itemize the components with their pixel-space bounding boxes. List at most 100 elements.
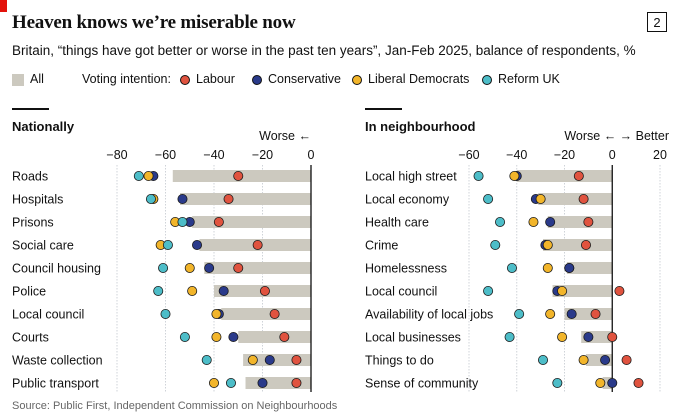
neighbourhood-dot-reform-uk — [506, 262, 517, 273]
national-dot-reform-uk — [160, 308, 171, 319]
national-dot-labour — [233, 262, 244, 273]
national-dot-reform-uk — [225, 377, 236, 388]
national-dot-conservative — [264, 354, 275, 365]
legend-item-conservative: Conservative — [252, 71, 341, 87]
national-dot-liberal-democrats — [184, 262, 195, 273]
national-dot-reform-uk — [162, 239, 173, 250]
neighbourhood-dot-reform-uk — [514, 308, 525, 319]
neighbourhood-dot-reform-uk — [504, 331, 515, 342]
neighbourhood-tick-label: 0 — [609, 148, 616, 162]
national-dot-labour — [213, 216, 224, 227]
neighbourhood-dot-conservative — [564, 262, 575, 273]
neighbourhood-category-label: Availability of local jobs — [365, 308, 493, 322]
national-category-label: Prisons — [12, 216, 54, 230]
national-dot-liberal-democrats — [208, 377, 219, 388]
neighbourhood-dot-labour — [614, 285, 625, 296]
national-dot-reform-uk — [145, 193, 156, 204]
neighbourhood-dot-labour — [580, 239, 591, 250]
neighbourhood-bar-all — [564, 308, 613, 320]
legend-dot-labour — [180, 74, 190, 85]
neighbourhood-dot-reform-uk — [483, 193, 494, 204]
neighbourhood-bar-all — [566, 262, 613, 274]
legend-item-libdem: Liberal Democrats — [352, 71, 469, 87]
national-dot-liberal-democrats — [211, 308, 222, 319]
neighbourhood-category-label: Sense of community — [365, 377, 479, 391]
neighbourhood-dot-liberal-democrats — [509, 170, 520, 181]
national-dot-conservative — [228, 331, 239, 342]
legend-voting-label: Voting intention: — [82, 72, 171, 86]
legend-label-labour: Labour — [196, 72, 235, 86]
national-tick-label: 0 — [308, 148, 315, 162]
national-panel-title: Nationally — [12, 119, 75, 134]
national-dot-liberal-democrats — [143, 170, 154, 181]
neighbourhood-dot-liberal-democrats — [528, 216, 539, 227]
neighbourhood-dot-liberal-democrats — [557, 285, 568, 296]
neighbourhood-category-label: Local council — [365, 285, 437, 299]
national-title-rule — [12, 108, 49, 110]
national-category-label: Courts — [12, 331, 49, 345]
neighbourhood-dot-liberal-democrats — [542, 262, 553, 273]
national-tick-label: −60 — [155, 148, 176, 162]
chart-title: Heaven knows we’re miserable now — [12, 12, 296, 33]
national-dot-reform-uk — [133, 170, 144, 181]
neighbourhood-category-label: Local high street — [365, 170, 457, 184]
legend-item-labour: Labour — [180, 71, 235, 87]
brand-tab — [0, 0, 7, 12]
national-dot-reform-uk — [158, 262, 169, 273]
neighbourhood-category-label: Health care — [365, 216, 429, 230]
national-dot-labour — [252, 239, 263, 250]
neighbourhood-title-rule — [365, 108, 402, 110]
neighbourhood-dot-liberal-democrats — [578, 354, 589, 365]
neighbourhood-category-label: Crime — [365, 239, 398, 253]
national-dot-conservative — [177, 193, 188, 204]
national-category-label: Waste collection — [12, 354, 103, 368]
neighbourhood-dot-liberal-democrats — [595, 377, 606, 388]
neighbourhood-category-label: Things to do — [365, 354, 434, 368]
national-category-label: Local council — [12, 308, 84, 322]
neighbourhood-dot-liberal-democrats — [542, 239, 553, 250]
legend-label-conservative: Conservative — [268, 72, 341, 86]
neighbourhood-tick-label: −20 — [554, 148, 575, 162]
national-dot-conservative — [192, 239, 203, 250]
legend-label-all: All — [30, 72, 44, 86]
neighbourhood-bar-all — [547, 216, 613, 228]
national-category-label: Hospitals — [12, 193, 63, 207]
neighbourhood-bar-all — [552, 285, 613, 297]
neighbourhood-dot-labour — [633, 377, 644, 388]
national-dot-conservative — [257, 377, 268, 388]
neighbourhood-dot-reform-uk — [473, 170, 484, 181]
neighbourhood-axis-annotation: Worse ← → Better — [564, 129, 669, 143]
national-axis-annotation: Worse ← — [259, 129, 311, 143]
source-note: Source: Public First, Independent Commis… — [12, 400, 338, 412]
national-tick-label: −80 — [106, 148, 127, 162]
legend-swatch-all — [12, 73, 24, 86]
neighbourhood-dot-reform-uk — [495, 216, 506, 227]
legend-label-reform: Reform UK — [498, 72, 560, 86]
national-category-label: Public transport — [12, 377, 99, 391]
neighbourhood-dot-reform-uk — [538, 354, 549, 365]
neighbourhood-dot-liberal-democrats — [535, 193, 546, 204]
national-dot-reform-uk — [153, 285, 164, 296]
neighbourhood-bar-all — [538, 193, 613, 205]
neighbourhood-bar-all — [543, 239, 613, 251]
neighbourhood-dot-labour — [621, 354, 632, 365]
neighbourhood-dot-conservative — [583, 331, 594, 342]
chart-subtitle: Britain, “things have got better or wors… — [12, 43, 636, 58]
national-dot-liberal-democrats — [187, 285, 198, 296]
national-dot-labour — [223, 193, 234, 204]
neighbourhood-tick-label: −40 — [506, 148, 527, 162]
national-dot-liberal-democrats — [247, 354, 258, 365]
national-dot-labour — [279, 331, 290, 342]
legend-item-all: All — [12, 71, 44, 87]
national-dot-reform-uk — [179, 331, 190, 342]
neighbourhood-dot-reform-uk — [552, 377, 563, 388]
national-dot-conservative — [204, 262, 215, 273]
neighbourhood-dot-conservative — [607, 377, 618, 388]
neighbourhood-dot-conservative — [566, 308, 577, 319]
national-category-label: Council housing — [12, 262, 101, 276]
neighbourhood-dot-labour — [573, 170, 584, 181]
neighbourhood-dot-liberal-democrats — [545, 308, 556, 319]
national-dot-conservative — [218, 285, 229, 296]
national-bar-all — [180, 193, 311, 205]
